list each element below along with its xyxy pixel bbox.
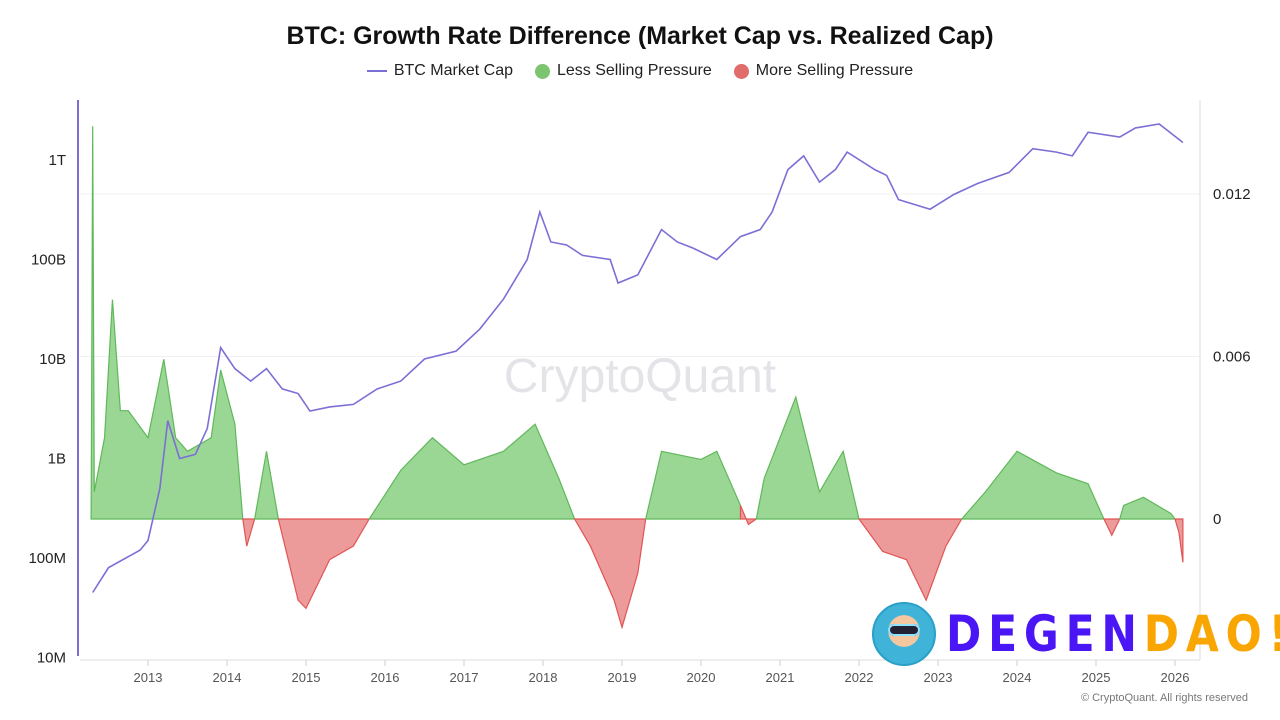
left-tick-label: 1B	[48, 451, 66, 468]
red-dot-swatch	[733, 63, 749, 79]
more-selling-area	[1102, 518, 1121, 537]
degendao-logo: DEGENDAO!	[872, 602, 1280, 666]
more-selling-area	[1174, 518, 1184, 563]
x-tick-label: 2023	[924, 670, 953, 685]
x-tick-label: 2024	[1003, 670, 1032, 685]
more-selling-area	[573, 518, 647, 630]
x-tick-label: 2018	[529, 670, 558, 685]
watermark: CryptoQuant	[504, 350, 776, 403]
less-selling-area	[644, 450, 742, 520]
left-tick-label: 10B	[39, 351, 66, 368]
more-selling-area	[739, 505, 759, 526]
right-tick-label: 0.006	[1213, 349, 1251, 366]
legend-label: More Selling Pressure	[755, 62, 914, 79]
x-tick-label: 2019	[608, 670, 637, 685]
legend-label: BTC Market Cap	[393, 62, 513, 79]
x-tick-label: 2015	[292, 670, 321, 685]
x-tick-label: 2026	[1161, 670, 1190, 685]
right-tick-label: 0	[1213, 511, 1221, 528]
x-tick-label: 2025	[1082, 670, 1111, 685]
copyright: © CryptoQuant. All rights reserved	[1080, 692, 1248, 704]
left-tick-label: 1T	[48, 152, 66, 169]
left-tick-label: 10M	[37, 650, 66, 667]
left-tick-label: 100M	[28, 550, 66, 567]
x-tick-label: 2013	[134, 670, 163, 685]
x-tick-label: 2017	[450, 670, 479, 685]
less-selling-area	[90, 126, 244, 520]
market-cap-line	[92, 123, 1184, 593]
less-selling-area	[1118, 496, 1177, 520]
line-swatch	[366, 70, 387, 72]
left-tick-label: 100B	[31, 252, 66, 269]
less-selling-area	[755, 395, 860, 520]
green-dot-swatch	[534, 63, 550, 79]
x-tick-label: 2014	[213, 670, 242, 685]
legend-label: Less Selling Pressure	[556, 62, 712, 79]
chart-title: BTC: Growth Rate Difference (Market Cap …	[286, 22, 994, 50]
logo-text-1: DEGEN	[946, 605, 1144, 663]
less-selling-area	[253, 451, 280, 520]
right-tick-label: 0.012	[1213, 186, 1251, 203]
legend-item-more-selling[interactable]: More Selling Pressure	[733, 62, 914, 80]
less-selling-area	[960, 450, 1105, 520]
legend-item-market-cap[interactable]: BTC Market Cap	[366, 62, 513, 80]
x-tick-label: 2022	[845, 670, 874, 685]
x-tick-label: 2020	[687, 670, 716, 685]
more-selling-area	[277, 518, 371, 610]
avatar-icon	[872, 602, 936, 666]
logo-text-2: DAO!	[1143, 605, 1280, 663]
legend-item-less-selling[interactable]: Less Selling Pressure	[534, 62, 712, 80]
x-tick-label: 2016	[371, 670, 400, 685]
more-selling-area	[857, 518, 963, 602]
x-tick-label: 2021	[766, 670, 795, 685]
legend: BTC Market Cap Less Selling Pressure Mor…	[0, 62, 1280, 80]
more-selling-area	[242, 518, 256, 547]
less-selling-area	[368, 423, 576, 520]
